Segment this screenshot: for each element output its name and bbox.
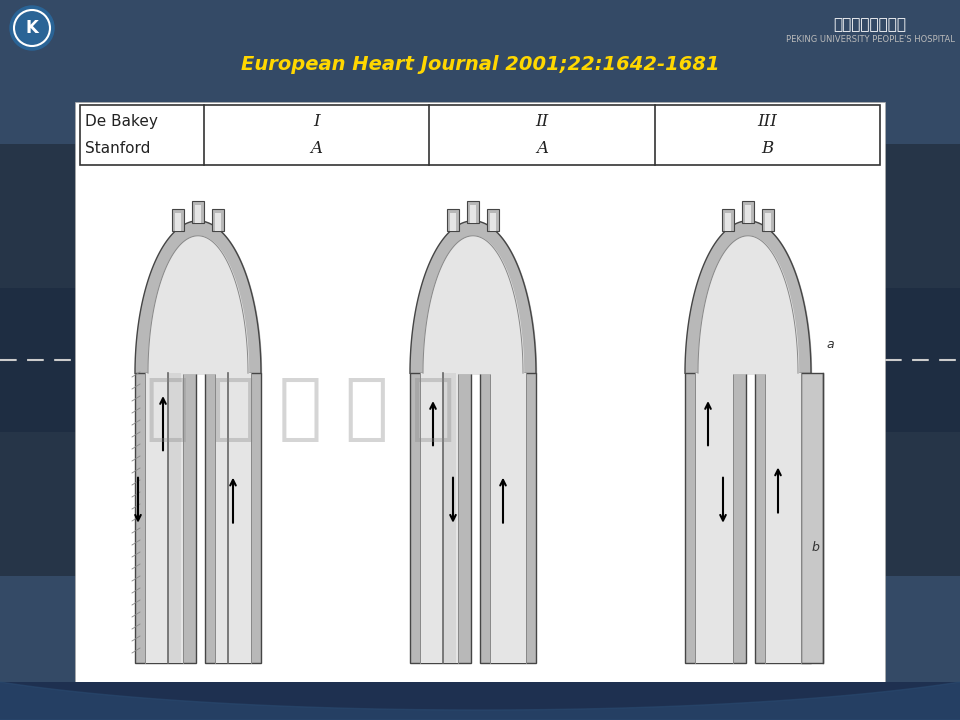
- Bar: [0, 288, 960, 432]
- Text: De Bakey: De Bakey: [85, 114, 157, 130]
- Circle shape: [10, 6, 54, 50]
- Text: European Heart Journal 2001;22:1642-1681: European Heart Journal 2001;22:1642-1681: [241, 55, 719, 74]
- Text: b: b: [812, 541, 820, 554]
- Text: I: I: [313, 113, 320, 130]
- Text: 健 康 老 龄 网: 健 康 老 龄 网: [146, 376, 454, 444]
- Bar: [450, 212, 456, 230]
- Bar: [410, 373, 471, 663]
- Bar: [745, 204, 751, 222]
- Text: A: A: [536, 140, 548, 157]
- Bar: [722, 209, 734, 230]
- Bar: [447, 209, 459, 230]
- Bar: [0, 144, 960, 288]
- Bar: [725, 212, 731, 230]
- Bar: [212, 209, 224, 230]
- Bar: [0, 576, 960, 720]
- Bar: [0, 682, 960, 720]
- Bar: [765, 212, 771, 230]
- Bar: [168, 373, 181, 663]
- Bar: [0, 0, 960, 144]
- Text: 北京大学人民医院: 北京大学人民医院: [833, 17, 906, 32]
- Bar: [695, 373, 733, 663]
- Text: II: II: [536, 113, 548, 130]
- Text: PEKING UNIVERSITY PEOPLE'S HOSPITAL: PEKING UNIVERSITY PEOPLE'S HOSPITAL: [785, 35, 954, 45]
- Bar: [420, 373, 458, 663]
- Bar: [467, 201, 479, 222]
- Bar: [75, 102, 885, 682]
- Bar: [801, 373, 823, 663]
- Bar: [215, 212, 221, 230]
- Text: a: a: [826, 338, 833, 351]
- Bar: [192, 201, 204, 222]
- Bar: [765, 373, 801, 663]
- Bar: [487, 209, 499, 230]
- Bar: [215, 373, 251, 663]
- Text: III: III: [757, 113, 778, 130]
- Bar: [172, 209, 184, 230]
- Text: A: A: [311, 140, 323, 157]
- Bar: [0, 432, 960, 576]
- Bar: [443, 373, 456, 663]
- Bar: [175, 212, 181, 230]
- Bar: [490, 373, 526, 663]
- Text: B: B: [761, 140, 774, 157]
- Bar: [490, 212, 496, 230]
- Bar: [755, 373, 811, 663]
- Bar: [205, 373, 261, 663]
- Bar: [742, 201, 754, 222]
- Text: K: K: [26, 19, 38, 37]
- Bar: [135, 373, 196, 663]
- Bar: [80, 105, 880, 165]
- Bar: [195, 204, 201, 222]
- Bar: [470, 204, 476, 222]
- Bar: [685, 373, 746, 663]
- Text: Stanford: Stanford: [85, 140, 151, 156]
- Bar: [145, 373, 183, 663]
- Bar: [762, 209, 774, 230]
- Bar: [480, 373, 536, 663]
